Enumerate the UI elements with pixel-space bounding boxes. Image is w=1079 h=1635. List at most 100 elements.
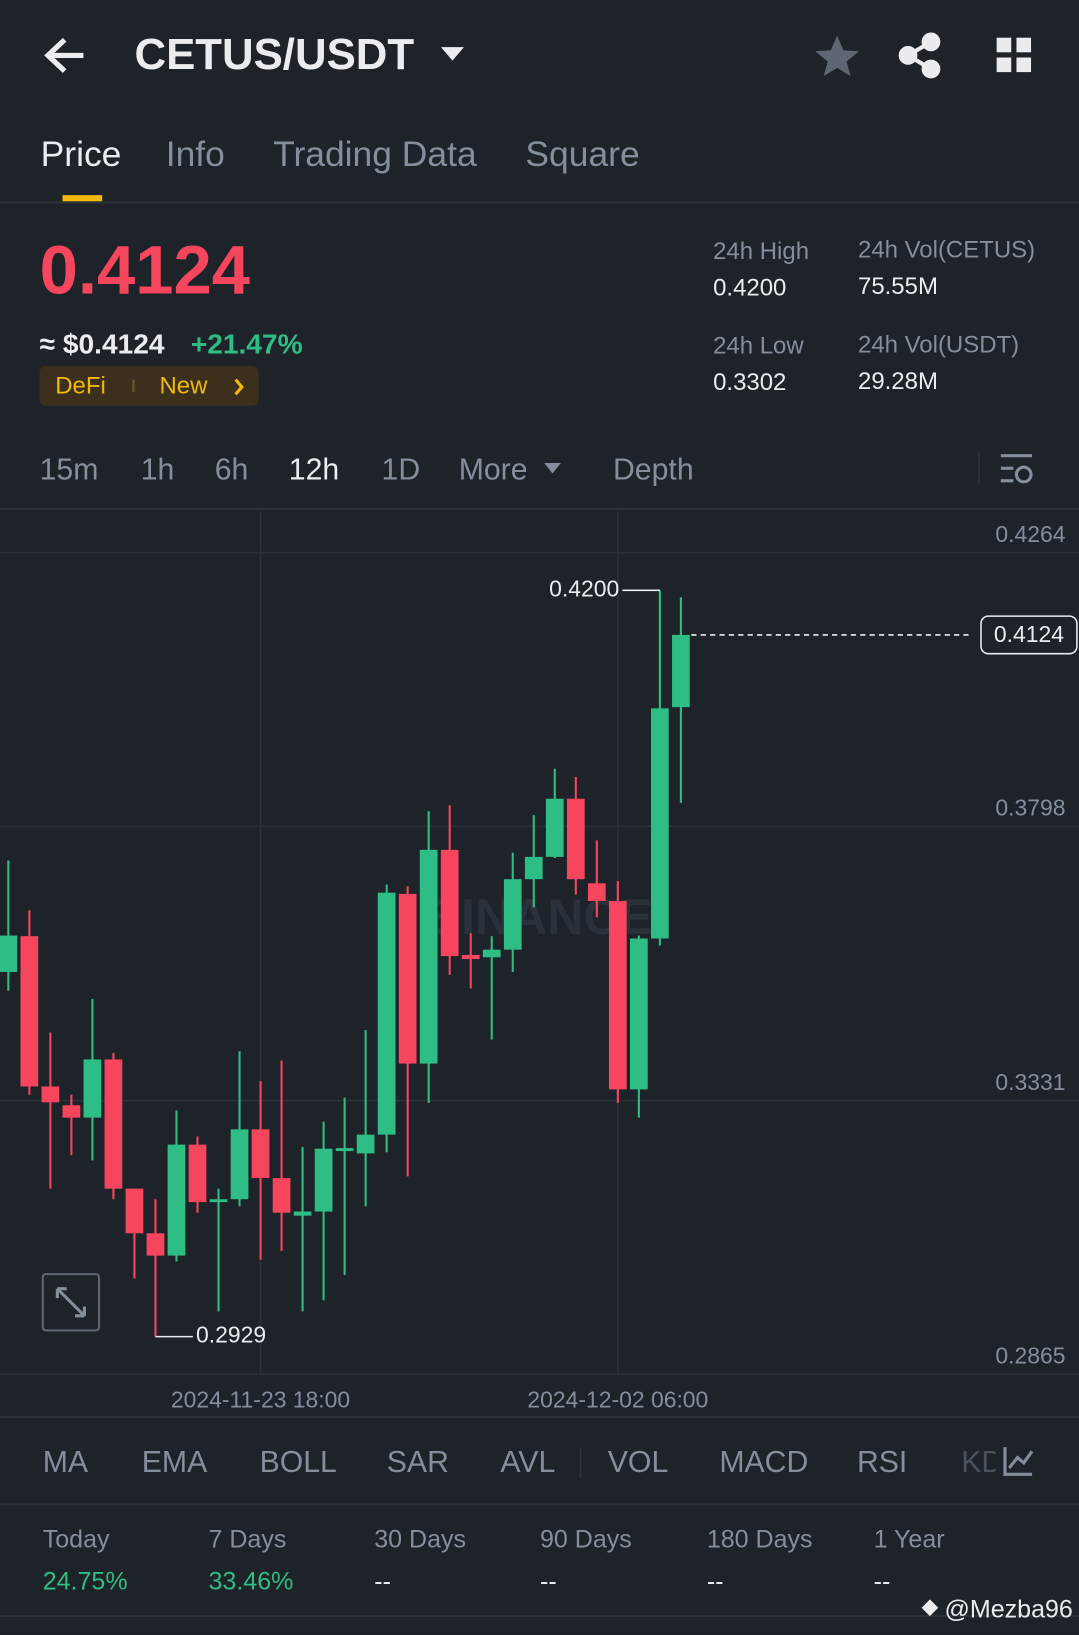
- indicator-button[interactable]: BOLL: [260, 1446, 337, 1479]
- indicator-button[interactable]: VOL: [608, 1446, 668, 1479]
- candle-body: [146, 1233, 165, 1256]
- candle-body: [461, 954, 480, 960]
- candle-body: [104, 1059, 123, 1189]
- candle-body: [41, 1086, 60, 1103]
- candle-body: [314, 1148, 333, 1212]
- candle-body: [209, 1199, 228, 1203]
- indicator-button[interactable]: RSI: [857, 1446, 907, 1479]
- candle-body: [188, 1144, 207, 1203]
- interval-button[interactable]: 6h: [215, 453, 249, 486]
- pair-title[interactable]: CETUS/USDT: [134, 30, 414, 79]
- period-label: 1 Year: [874, 1526, 945, 1554]
- price-change: +21.47%: [191, 329, 303, 360]
- stat-label: 24h High: [713, 238, 809, 265]
- indicator-button[interactable]: AVL: [500, 1446, 555, 1479]
- stat-value: 0.4200: [713, 274, 786, 301]
- candle-body: [545, 798, 564, 857]
- tag[interactable]: DeFi: [55, 372, 106, 399]
- candle-body: [272, 1178, 291, 1213]
- low-marker-label: 0.2929: [196, 1322, 266, 1348]
- interval-button[interactable]: 1h: [141, 453, 175, 486]
- candle-body: [566, 798, 585, 880]
- watermark-logo: [921, 1599, 939, 1617]
- tag-box[interactable]: [39, 366, 259, 406]
- candle-body: [629, 938, 648, 1090]
- candle-body: [651, 708, 669, 939]
- last-price-label: 0.4124: [994, 621, 1064, 647]
- indicator-fade: [995, 1438, 1079, 1489]
- candle-body: [62, 1105, 81, 1118]
- high-marker-label: 0.4200: [549, 575, 619, 601]
- tag[interactable]: New: [160, 372, 209, 399]
- tab[interactable]: Trading Data: [273, 134, 477, 174]
- last-price: 0.4124: [40, 232, 250, 309]
- interval-button[interactable]: 12h: [289, 453, 339, 486]
- share-icon[interactable]: [898, 32, 941, 79]
- interval-button[interactable]: 15m: [40, 453, 99, 486]
- indicator-button[interactable]: SAR: [387, 1446, 449, 1479]
- period-value: --: [874, 1567, 891, 1595]
- candle-body: [251, 1129, 270, 1179]
- candle-body: [524, 856, 543, 880]
- candle-body: [503, 879, 522, 950]
- candle-body: [608, 900, 627, 1090]
- candle-body: [419, 849, 438, 1064]
- period-value: 24.75%: [43, 1567, 128, 1595]
- x-tick-label: 2024-12-02 06:00: [527, 1386, 708, 1412]
- favorite-icon[interactable]: [815, 35, 860, 77]
- period-label: 180 Days: [707, 1526, 813, 1554]
- interval-button[interactable]: More: [459, 453, 528, 486]
- indicator-button[interactable]: MA: [43, 1446, 89, 1479]
- candle-body: [167, 1144, 186, 1256]
- stat-label: 24h Vol(USDT): [858, 332, 1019, 359]
- candle-body: [20, 936, 39, 1087]
- grid-icon[interactable]: [996, 37, 1032, 73]
- indicator-settings-icon[interactable]: [1003, 1447, 1034, 1476]
- tab[interactable]: Info: [166, 134, 225, 174]
- period-value: --: [374, 1567, 391, 1595]
- candle-body: [125, 1188, 144, 1234]
- last-price-box: [980, 615, 1078, 655]
- y-tick-label: 0.2865: [995, 1343, 1065, 1369]
- pair-dropdown[interactable]: [440, 47, 464, 61]
- period-label: 7 Days: [209, 1526, 287, 1554]
- tab[interactable]: Price: [41, 134, 122, 174]
- candle-body: [482, 949, 501, 958]
- candle-body: [672, 634, 690, 708]
- period-value: --: [707, 1567, 724, 1595]
- period-label: Today: [43, 1526, 110, 1554]
- usd-price: ≈ $0.4124: [40, 329, 165, 360]
- candle-body: [398, 893, 417, 1064]
- interval-button[interactable]: Depth: [613, 453, 694, 486]
- y-tick-label: 0.3798: [995, 795, 1065, 821]
- stat-label: 24h Vol(CETUS): [858, 237, 1035, 264]
- period-value: --: [540, 1567, 557, 1595]
- candle-body: [83, 1059, 102, 1118]
- candle-body: [230, 1129, 249, 1200]
- tab-indicator: [62, 195, 103, 202]
- candlestick-chart: BINANCE 0.42640.37980.33310.28652024-11-…: [0, 511, 1079, 1412]
- candle-body: [440, 849, 459, 957]
- stat-label: 24h Low: [713, 333, 804, 360]
- stat-value: 0.3302: [713, 369, 786, 396]
- candle-body: [356, 1134, 375, 1154]
- expand-button[interactable]: [41, 1273, 101, 1332]
- tag-arrow: [234, 378, 244, 396]
- indicator-button[interactable]: EMA: [142, 1446, 208, 1479]
- y-tick-label: 0.3331: [995, 1069, 1065, 1095]
- chart-settings-icon[interactable]: [1000, 454, 1033, 484]
- period-label: 90 Days: [540, 1526, 632, 1554]
- interval-button[interactable]: 1D: [382, 453, 421, 486]
- stat-value: 29.28M: [858, 368, 938, 395]
- more-dropdown[interactable]: [544, 463, 561, 474]
- back-button[interactable]: [44, 37, 84, 73]
- x-tick-label: 2024-11-23 18:00: [171, 1386, 350, 1412]
- tab[interactable]: Square: [525, 134, 639, 174]
- indicator-button[interactable]: MACD: [719, 1446, 808, 1479]
- candle-body: [0, 935, 18, 972]
- user-watermark: @Mezba96: [945, 1595, 1073, 1623]
- period-label: 30 Days: [374, 1526, 466, 1554]
